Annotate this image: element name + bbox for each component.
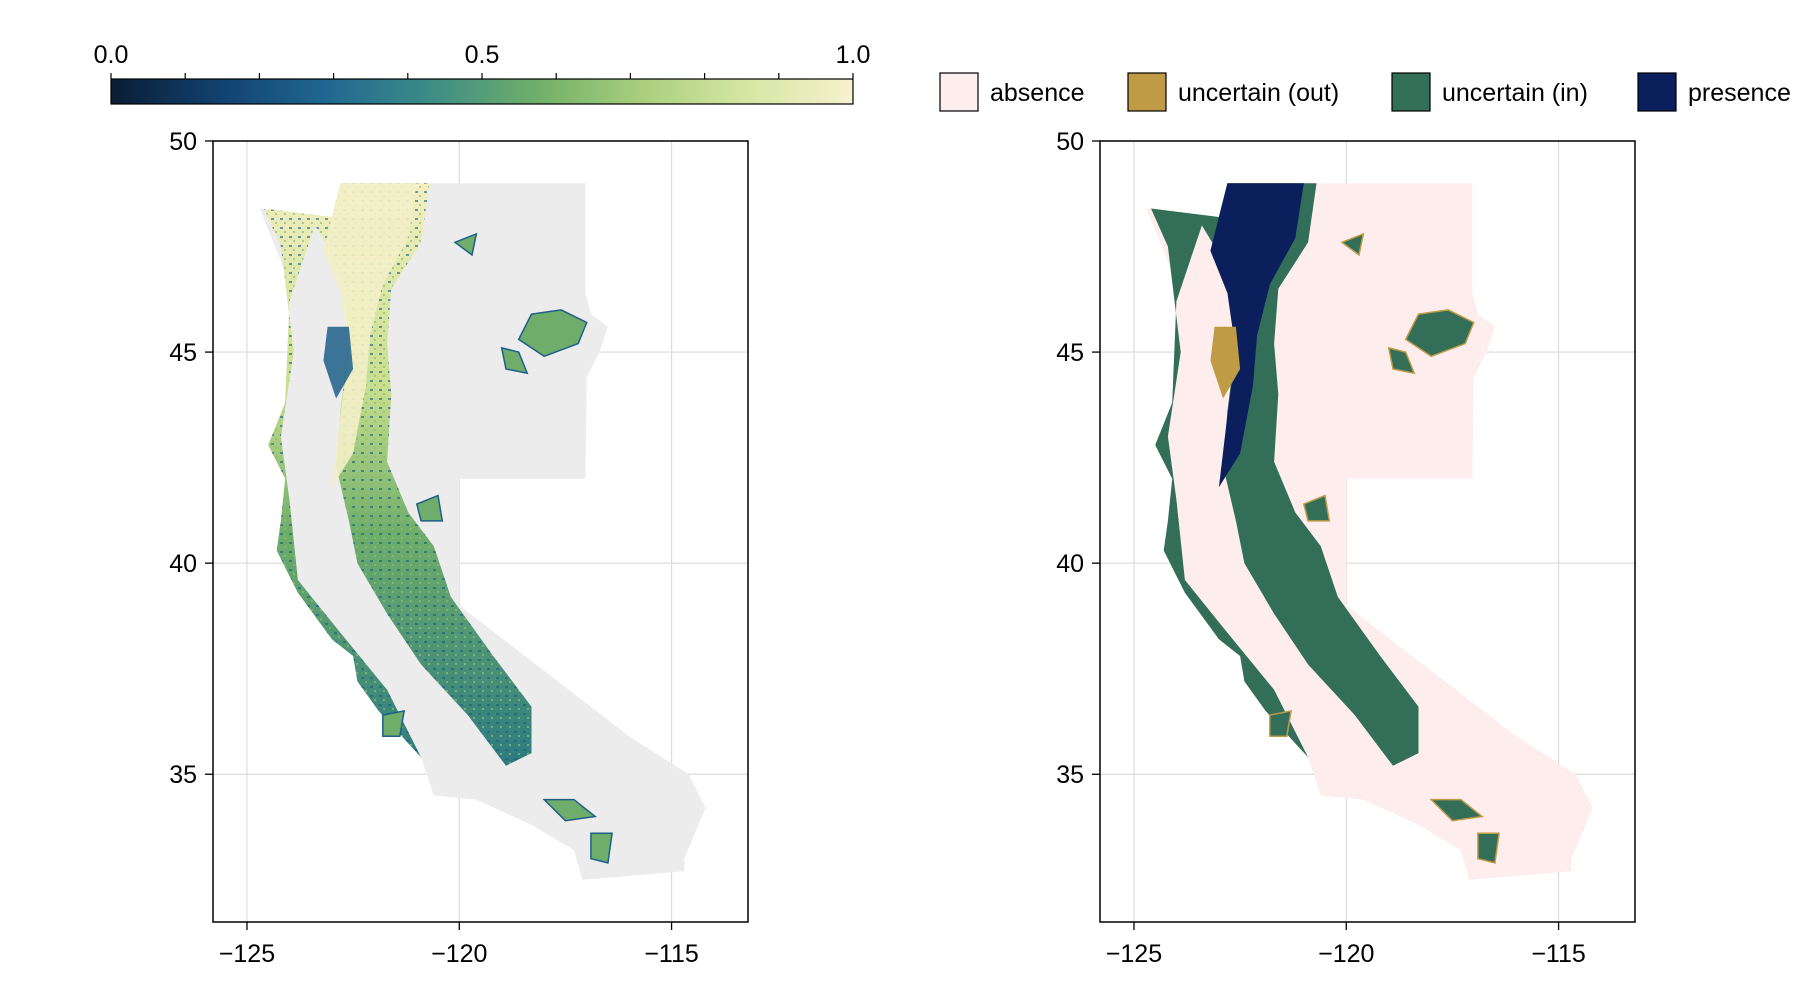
y-tick-label: 35 (1056, 761, 1084, 789)
legend-swatch (1638, 73, 1676, 111)
probability-map-panel: −125 −120 −115 50 45 40 35 (169, 128, 748, 968)
legend-swatch (1128, 73, 1166, 111)
y-tick-label: 35 (169, 761, 197, 789)
legend-label: uncertain (in) (1442, 79, 1588, 107)
legend: absence uncertain (out) uncertain (in) pres… (940, 73, 1791, 111)
legend-item-uncertain-out: uncertain (out) (1128, 73, 1339, 111)
x-tick-label: −115 (1531, 940, 1585, 968)
y-tick-label: 50 (169, 128, 197, 156)
y-tick-label: 45 (1056, 339, 1084, 367)
legend-label: presence (1688, 79, 1791, 107)
classification-map-panel: −125 −120 −115 50 45 40 35 (1056, 128, 1635, 968)
y-tick-label: 45 (169, 339, 197, 367)
x-tick-label: −125 (219, 940, 275, 968)
habitat-patch (383, 711, 404, 736)
x-tick-label: −120 (431, 940, 487, 968)
x-tick-label: −120 (1318, 940, 1374, 968)
legend-item-uncertain-in: uncertain (in) (1392, 73, 1588, 111)
legend-swatch (1392, 73, 1430, 111)
region-land-mass (260, 183, 706, 880)
y-tick-label: 40 (169, 550, 197, 578)
colorbar-ticks: 0.0 0.5 1.0 (94, 41, 871, 79)
habitat-patch (591, 833, 612, 863)
legend-label: uncertain (out) (1178, 79, 1339, 107)
legend-item-absence: absence (940, 73, 1085, 111)
habitat-patch (1478, 833, 1499, 863)
colorbar-gradient (111, 79, 853, 104)
colorbar: 0.0 0.5 1.0 (94, 41, 871, 104)
legend-swatch (940, 73, 978, 111)
colorbar-tick-label: 0.5 (465, 41, 500, 69)
x-tick-label: −125 (1106, 940, 1162, 968)
colorbar-tick-label: 1.0 (836, 41, 871, 69)
habitat-patch (1270, 711, 1291, 736)
y-tick-label: 50 (1056, 128, 1084, 156)
legend-label: absence (990, 79, 1085, 107)
colorbar-tick-label: 0.0 (94, 41, 129, 69)
x-tick-label: −115 (644, 940, 698, 968)
legend-item-presence: presence (1638, 73, 1791, 111)
y-tick-label: 40 (1056, 550, 1084, 578)
region-land-mass (1147, 183, 1593, 880)
